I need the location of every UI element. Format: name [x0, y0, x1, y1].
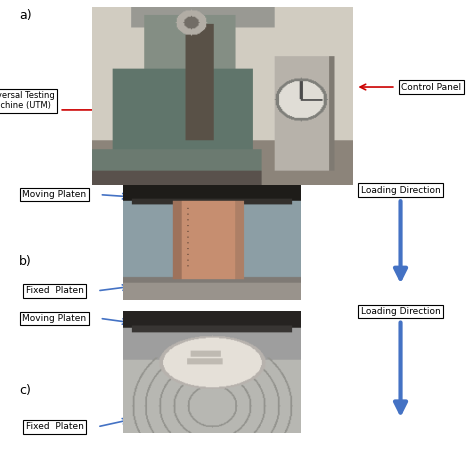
Text: Control Panel: Control Panel: [401, 82, 461, 92]
Text: Fixed  Platen: Fixed Platen: [26, 422, 83, 431]
Text: b): b): [19, 255, 32, 267]
Text: c): c): [19, 384, 31, 397]
Text: Fixed  Platen: Fixed Platen: [26, 286, 83, 295]
Text: Moving Platen: Moving Platen: [22, 190, 87, 199]
Text: Loading Direction: Loading Direction: [361, 307, 440, 316]
Text: Universal Testing
Machine (UTM): Universal Testing Machine (UTM): [0, 91, 55, 110]
Text: Moving Platen: Moving Platen: [22, 314, 87, 323]
Text: Loading Direction: Loading Direction: [361, 185, 440, 195]
Text: a): a): [19, 9, 32, 22]
